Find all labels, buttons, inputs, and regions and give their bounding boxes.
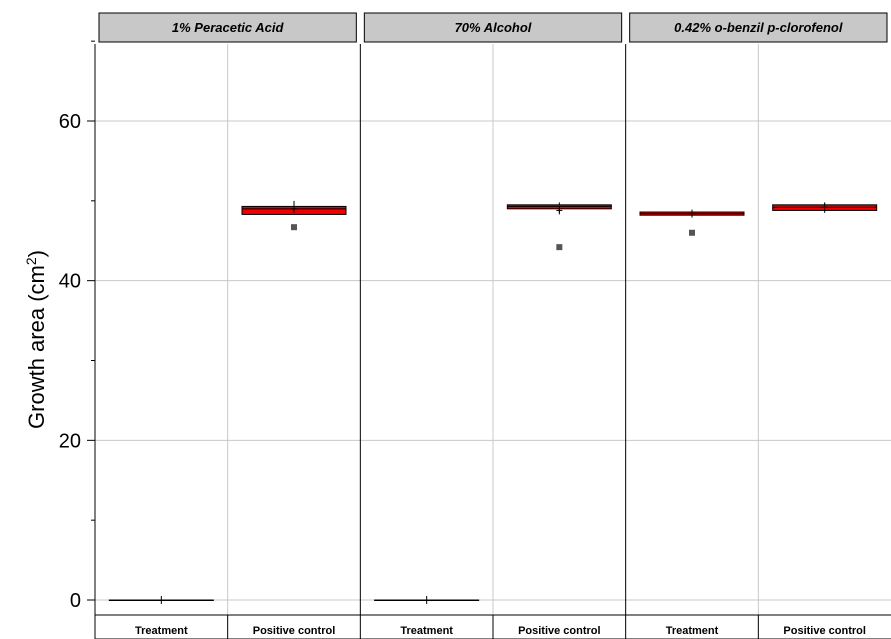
category-label: Positive control: [518, 625, 601, 637]
category-label: Treatment: [400, 625, 453, 637]
category-label: Positive control: [783, 625, 866, 637]
panel-label: 1% Peracetic Acid: [172, 20, 285, 35]
y-tick-label: 60: [59, 111, 81, 133]
y-tick-label: 40: [59, 271, 81, 293]
category-label: Treatment: [135, 625, 188, 637]
panel-2: 70% Alcohol Treatment Positive control: [359, 12, 623, 639]
y-tick-label: 0: [70, 590, 81, 612]
panel-1: 1% Peracetic Acid Treatment Positive contr…: [94, 12, 357, 639]
panel-header: [363, 12, 623, 43]
panel-label: 70% Alcohol: [455, 20, 532, 35]
panel-label: 0.42% o-benzil p-clorofenol: [674, 20, 843, 35]
y-tick-label: 20: [59, 430, 81, 452]
outlier-point: [291, 224, 297, 231]
category-label: Positive control: [253, 625, 336, 637]
panel-header: [629, 12, 888, 43]
outlier-point: [689, 229, 695, 236]
panel-header: [98, 12, 357, 43]
y-axis-label: Growth area (cm2): [23, 250, 49, 429]
outlier-point: [556, 244, 563, 251]
panel-3: 0.42% o-benzil p-clorofenol Treatment Posi…: [625, 12, 888, 639]
category-label: Treatment: [666, 625, 719, 637]
